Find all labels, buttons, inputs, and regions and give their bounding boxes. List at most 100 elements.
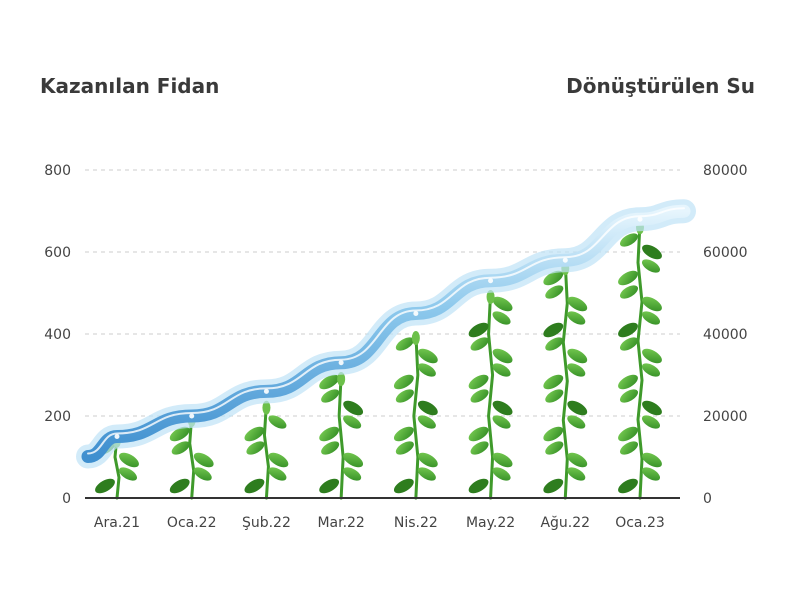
plant-leaf <box>343 400 364 416</box>
plant-bud <box>337 372 346 386</box>
plant-leaf <box>543 426 564 442</box>
plant-stem <box>337 373 345 500</box>
right-tick-label: 0 <box>703 491 712 507</box>
plant-leaf <box>321 389 340 403</box>
plant-leaf <box>543 478 564 494</box>
plant-bar <box>393 331 438 500</box>
plant-leaf <box>244 426 265 442</box>
plant-bar <box>244 400 289 500</box>
x-tick-label: Oca.23 <box>615 515 665 531</box>
plant-bar <box>618 220 662 500</box>
left-tick-label: 400 <box>44 327 71 343</box>
plant-leaf <box>567 467 586 481</box>
plant-leaf <box>545 441 564 455</box>
right-tick-label: 80000 <box>703 163 748 179</box>
plant-leaf <box>618 270 638 286</box>
plant-leaf <box>118 467 138 481</box>
plant-leaf <box>543 270 564 286</box>
plant-leaf <box>268 467 287 481</box>
plant-leaf <box>468 322 489 338</box>
left-tick-label: 0 <box>62 491 71 507</box>
plant-leaf <box>319 426 340 442</box>
plant-leaf <box>417 363 436 377</box>
plant-leaf <box>545 285 564 299</box>
right-tick-label: 40000 <box>703 327 748 343</box>
x-tick-label: Oca.22 <box>167 515 217 531</box>
plant-leaf <box>417 452 438 468</box>
plant-leaf <box>343 467 362 481</box>
plant-leaf <box>193 452 214 468</box>
plant-leaf <box>492 296 513 312</box>
plant-leaf <box>169 478 190 494</box>
plant-leaf <box>642 244 662 260</box>
plant-leaf <box>619 337 639 351</box>
plant-leaf <box>169 426 190 442</box>
plant-leaf <box>244 478 265 494</box>
plant-leaf <box>343 415 362 429</box>
plant-leaf <box>618 426 638 442</box>
plant-leaf <box>641 363 661 377</box>
plant-stem <box>262 402 270 500</box>
plant-leaf <box>492 348 513 364</box>
plant-leaf <box>417 415 436 429</box>
water-point <box>637 216 643 222</box>
plant-leaf <box>545 337 564 351</box>
plant-leaf <box>119 452 139 468</box>
plant-leaf <box>492 311 511 325</box>
plant-leaf <box>393 478 414 494</box>
water-point <box>189 413 195 419</box>
plant-leaf <box>268 452 289 468</box>
plant-leaf <box>492 363 511 377</box>
plant-leaf <box>567 452 588 468</box>
plant-leaf <box>492 415 511 429</box>
plant-leaf <box>417 400 438 416</box>
plant-leaf <box>417 467 436 481</box>
water-point <box>413 311 419 316</box>
left-tick-label: 800 <box>44 163 71 179</box>
plant-leaf <box>470 337 489 351</box>
plant-leaf <box>193 467 212 481</box>
left-axis-title: Kazanılan Fidan <box>40 74 220 98</box>
plant-leaf <box>642 296 662 312</box>
plant-leaf <box>468 426 489 442</box>
plant-stem <box>412 332 420 500</box>
plant-leaf <box>619 233 639 247</box>
plant-leaf <box>393 426 414 442</box>
plant-leaf <box>619 285 639 299</box>
plant-leaf <box>95 478 115 494</box>
plant-leaf <box>545 389 564 403</box>
right-tick-label: 60000 <box>703 245 748 261</box>
plant-leaf <box>492 452 513 468</box>
plant-leaf <box>393 374 414 390</box>
plant-bar <box>468 290 513 500</box>
plant-leaf <box>246 441 265 455</box>
x-tick-label: May.22 <box>466 515 515 531</box>
plant-leaf <box>641 415 661 429</box>
water-point <box>338 360 344 366</box>
plant-leaf <box>618 478 638 494</box>
plant-leaf <box>470 389 489 403</box>
plant-stem <box>636 221 644 500</box>
plant-leaf <box>543 374 564 390</box>
plant-leaf <box>321 441 340 455</box>
x-tick-label: Şub.22 <box>242 515 291 531</box>
plant-leaf <box>395 337 414 351</box>
plant-leaf <box>567 311 586 325</box>
plant-leaf <box>618 322 638 338</box>
left-tick-label: 200 <box>44 409 71 425</box>
plant-leaf <box>567 348 588 364</box>
plant-leaf <box>567 400 588 416</box>
plant-leaf <box>395 389 414 403</box>
plant-leaf <box>567 363 586 377</box>
water-point <box>562 257 568 263</box>
plant-leaf <box>492 400 513 416</box>
plant-stem <box>188 414 196 500</box>
plant-leaf <box>319 374 340 390</box>
x-tick-label: Ara.21 <box>94 515 140 531</box>
water-point <box>263 388 269 394</box>
water-line <box>81 204 691 463</box>
plant-leaf <box>567 415 586 429</box>
water-point <box>488 278 494 284</box>
plant-leaf <box>619 441 639 455</box>
